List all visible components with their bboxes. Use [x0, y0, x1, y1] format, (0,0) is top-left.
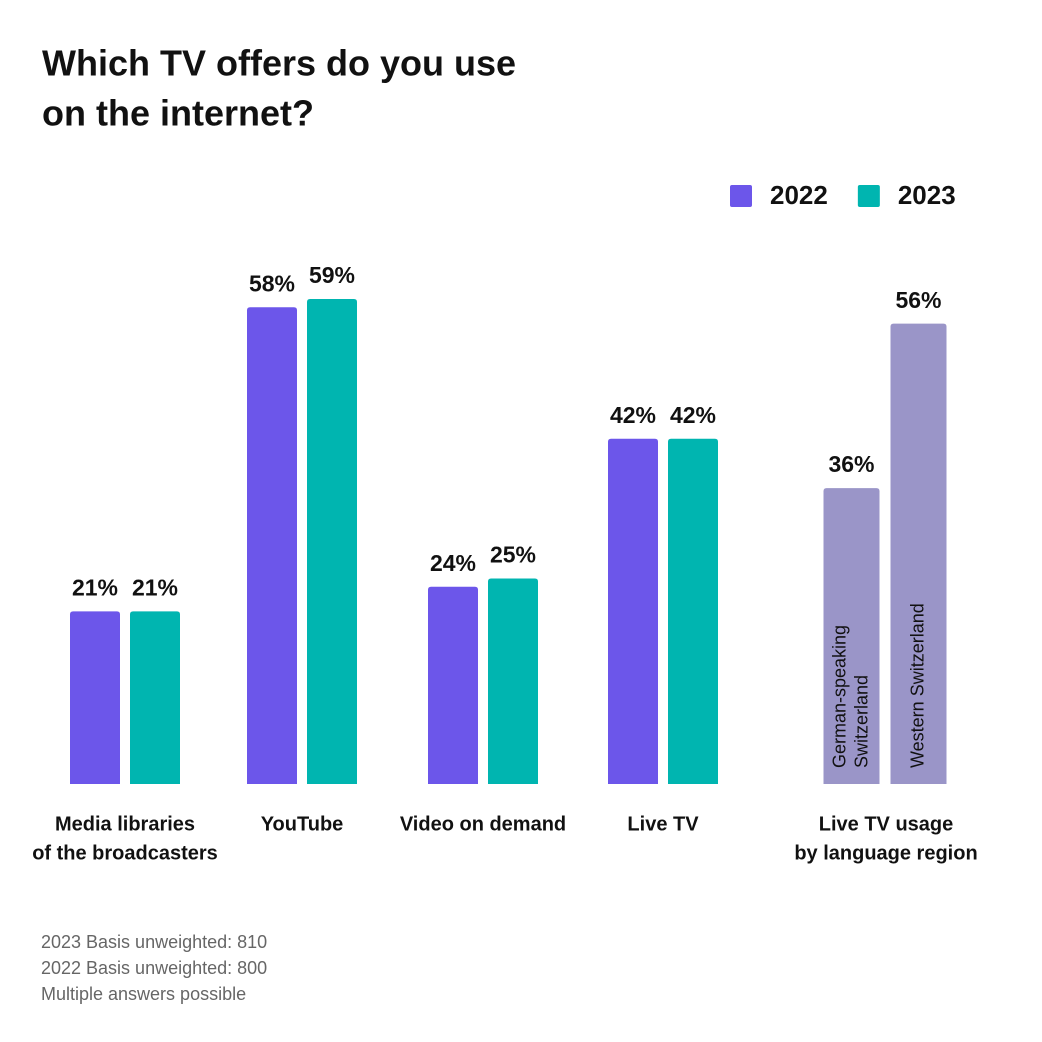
bar	[247, 307, 297, 784]
value-label: 21%	[72, 574, 118, 600]
bar	[488, 578, 538, 784]
value-label: 36%	[828, 451, 874, 477]
value-label: 42%	[610, 402, 656, 428]
bar	[70, 611, 120, 784]
value-label: 59%	[309, 262, 355, 288]
x-tick-label: Media libraries	[55, 813, 195, 835]
value-label: 42%	[670, 402, 716, 428]
x-tick-label: of the broadcasters	[32, 842, 218, 864]
chart-title: Which TV offers do you use	[42, 43, 516, 84]
x-tick-label: Live TV usage	[819, 813, 954, 835]
value-label: 25%	[490, 542, 536, 568]
legend-label: 2022	[770, 180, 828, 210]
value-label: 21%	[132, 574, 178, 600]
legend-swatch	[730, 185, 752, 207]
bar-inner-label: Western Switzerland	[907, 603, 927, 768]
x-tick-label: YouTube	[261, 813, 344, 835]
x-tick-label: by language region	[794, 842, 977, 864]
bar	[668, 438, 718, 784]
value-label: 58%	[249, 270, 295, 296]
x-tick-label: Live TV	[627, 813, 699, 835]
bar-inner-label: Switzerland	[851, 675, 871, 768]
footnote: 2022 Basis unweighted: 800	[41, 958, 267, 978]
legend-swatch	[857, 185, 880, 207]
bar	[428, 586, 478, 784]
x-tick-label: Video on demand	[400, 813, 566, 835]
chart-title: on the internet?	[42, 93, 314, 134]
value-label: 56%	[895, 287, 941, 313]
bar	[130, 611, 180, 784]
bar	[890, 323, 947, 784]
legend-label: 2023	[898, 180, 956, 210]
value-label: 24%	[430, 550, 476, 576]
footnote: Multiple answers possible	[41, 984, 246, 1004]
bar-inner-label: German-speaking	[829, 625, 849, 768]
bar	[307, 299, 357, 784]
bar	[608, 438, 658, 784]
bar	[823, 488, 880, 784]
footnote: 2023 Basis unweighted: 810	[41, 932, 267, 952]
